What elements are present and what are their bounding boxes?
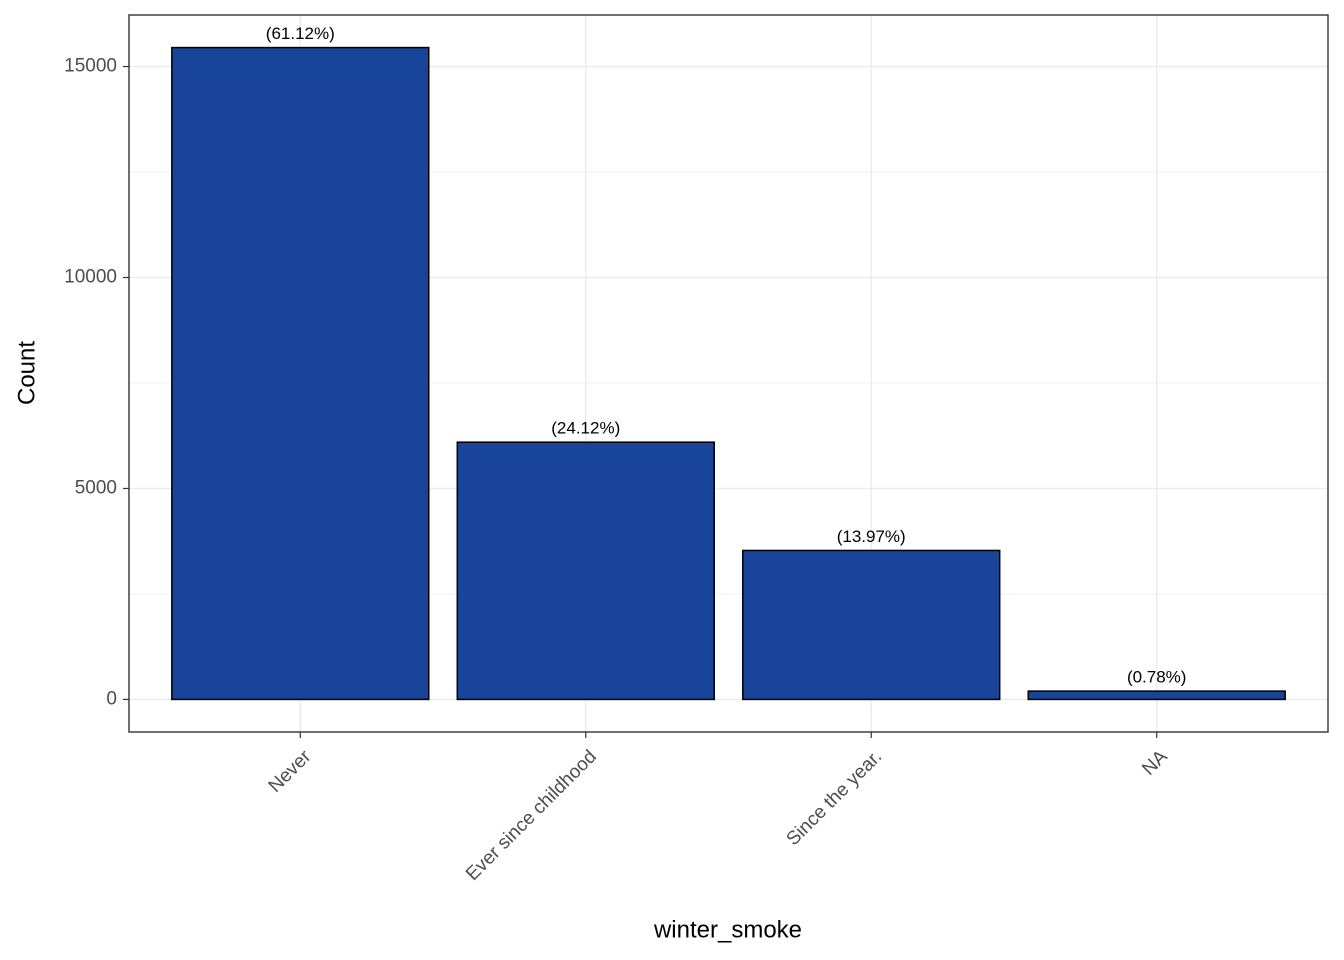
y-tick-label: 0 [106,688,117,709]
bar [171,46,430,701]
x-tick-label: Ever since childhood [462,746,601,885]
bar [742,549,1001,701]
x-axis-title: winter_smoke [653,916,802,943]
bar-label: (24.12%) [551,419,620,438]
bar-label: (0.78%) [1127,668,1187,687]
x-tick-label: Never [265,746,316,797]
y-axis-title: Count [13,341,40,405]
bar-label: (13.97%) [837,527,906,546]
y-tick-label: 5000 [75,477,117,498]
bar-label: (61.12%) [266,24,335,43]
y-tick-label: 10000 [64,267,117,288]
panel-border [128,14,1329,733]
bar [456,441,715,701]
x-tick-label: NA [1138,746,1172,780]
bar [1027,690,1286,701]
y-tick-label: 15000 [64,56,117,77]
x-tick-label: Since the year. [783,746,887,850]
